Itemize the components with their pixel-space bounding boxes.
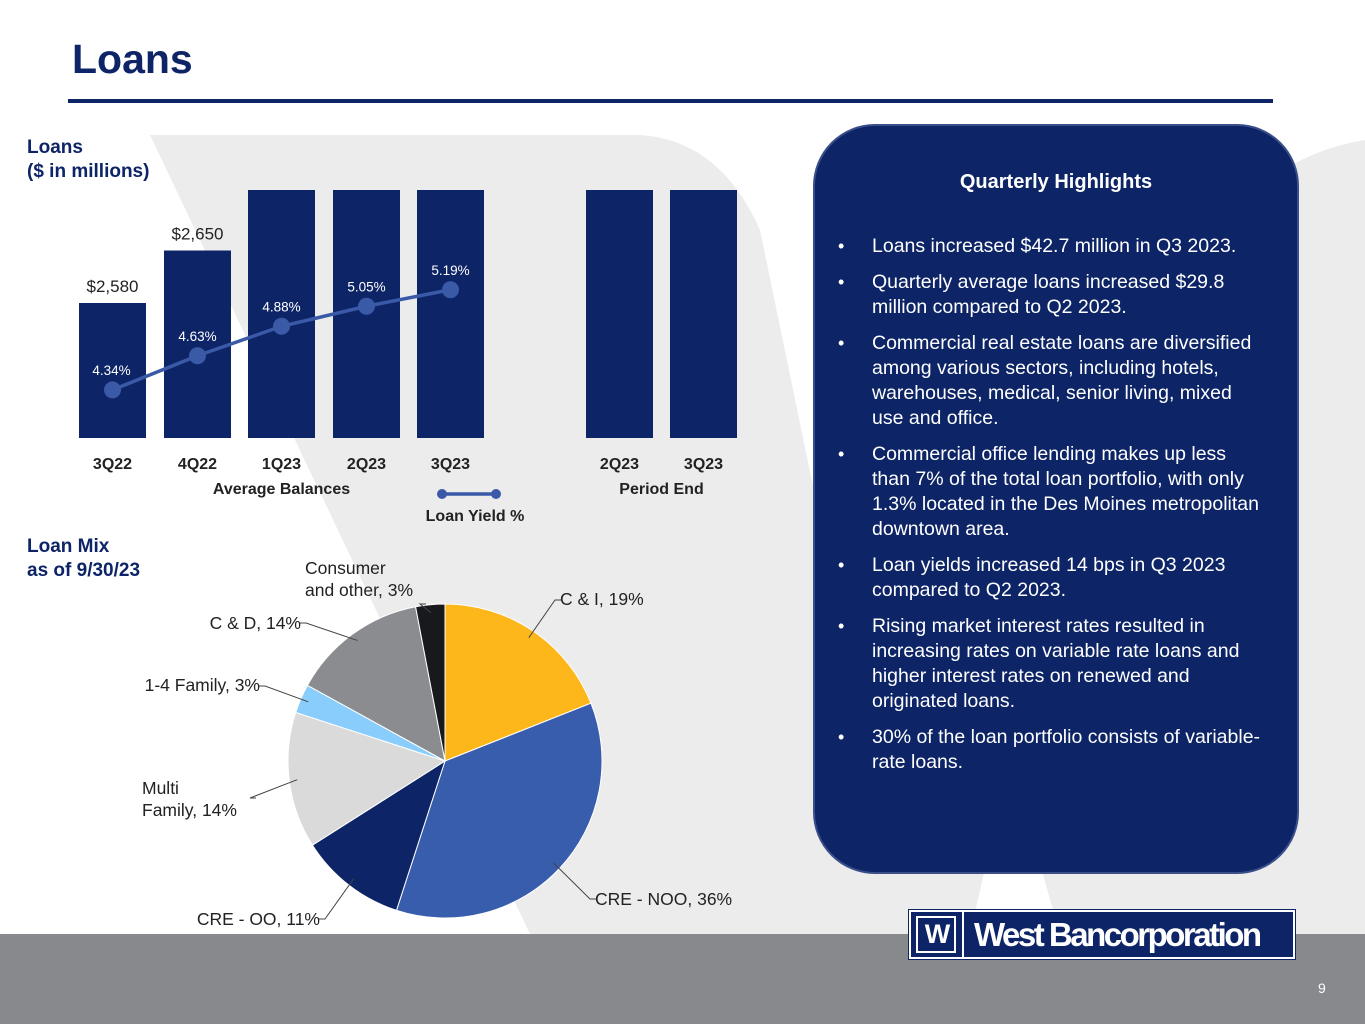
- yield-value-label: 5.19%: [431, 263, 469, 278]
- loans-title-line1: Loans: [27, 137, 83, 158]
- pie-label-line: Multi: [142, 778, 179, 798]
- x-tick-label: 3Q23: [684, 456, 723, 473]
- pie-leader-line: [259, 685, 309, 703]
- pie-slice-label: C & I, 19%: [560, 589, 644, 609]
- pie-slice-label: Consumer and other, 3%: [305, 558, 413, 600]
- loan-mix-title: Loan Mix as of 9/30/23: [27, 535, 140, 583]
- pie-label-line: 1-4 Family, 3%: [145, 675, 260, 695]
- page-title: Loans: [72, 36, 193, 82]
- highlight-item: Commercial office lending makes up less …: [838, 442, 1267, 542]
- pie-label-line: Family, 14%: [142, 800, 237, 820]
- legend-marker: [491, 489, 501, 499]
- bar: [248, 190, 315, 438]
- yield-value-label: 4.34%: [92, 363, 130, 378]
- page-number: 9: [1318, 980, 1326, 996]
- pie-leader-line: [528, 599, 561, 639]
- x-tick-label: 3Q22: [93, 456, 132, 473]
- yield-point: [273, 317, 290, 335]
- pie-slice: [414, 603, 446, 762]
- pie-label-line: Consumer: [305, 558, 386, 578]
- pie-slice: [306, 606, 446, 762]
- x-tick-label: 2Q23: [600, 456, 639, 473]
- group-label: Period End: [619, 481, 703, 498]
- yield-point: [104, 381, 121, 399]
- yield-value-label: 4.88%: [262, 299, 300, 314]
- yield-value-label: 4.63%: [178, 329, 216, 344]
- yield-point: [442, 281, 459, 299]
- yield-point: [189, 347, 206, 365]
- highlight-item: Commercial real estate loans are diversi…: [838, 331, 1267, 431]
- bar-value-label: $2,650: [172, 225, 224, 244]
- bar: [79, 303, 146, 438]
- logo-divider: [962, 912, 964, 957]
- x-tick-label: 4Q22: [178, 456, 217, 473]
- pie-slice-label: C & D, 14%: [210, 613, 301, 633]
- pie-leader-line: [319, 878, 355, 920]
- pie-label-line: C & D, 14%: [210, 613, 301, 633]
- highlight-item: Loans increased $42.7 million in Q3 2023…: [838, 234, 1267, 259]
- bar: [586, 190, 653, 438]
- x-tick-label: 3Q23: [431, 456, 470, 473]
- legend-label: Loan Yield %: [426, 508, 525, 525]
- title-divider: [68, 99, 1273, 103]
- pie-slice-label: Multi Family, 14%: [142, 778, 237, 820]
- pie-slice-label: 1-4 Family, 3%: [145, 675, 260, 695]
- bar: [164, 250, 231, 438]
- pie-leader-line: [418, 603, 432, 614]
- pie-leader-line: [553, 862, 596, 900]
- highlight-item: Rising market interest rates resulted in…: [838, 614, 1267, 714]
- pie-leader-line: [300, 622, 358, 641]
- bar-value-label: $2,580: [87, 277, 139, 296]
- pie-slice-label: CRE - NOO, 36%: [595, 889, 732, 909]
- pie-slice: [287, 711, 447, 846]
- highlight-item: Quarterly average loans increased $29.8 …: [838, 270, 1267, 320]
- legend-marker: [437, 489, 447, 499]
- loan-mix-pie-chart: C & I, 19% CRE - NOO, 36% CRE - OO, 11% Mul…: [142, 558, 732, 929]
- pie-slice-label: CRE - OO, 11%: [197, 909, 320, 929]
- x-tick-label: 2Q23: [347, 456, 386, 473]
- yield-value-label: 5.05%: [347, 279, 385, 294]
- x-tick-label: 1Q23: [262, 456, 301, 473]
- loans-title-line2: ($ in millions): [27, 161, 150, 182]
- highlight-item: Loan yields increased 14 bps in Q3 2023 …: [838, 553, 1267, 603]
- highlights-title: Quarterly Highlights: [959, 171, 1153, 193]
- highlights-list: Loans increased $42.7 million in Q3 2023…: [815, 234, 1297, 775]
- loan-mix-title-line1: Loan Mix: [27, 536, 110, 557]
- logo-mark: W: [916, 916, 956, 953]
- bar: [417, 190, 484, 438]
- loan-mix-title-line2: as of 9/30/23: [27, 560, 141, 581]
- quarterly-highlights-panel: Quarterly Highlights Loans increased $42…: [813, 124, 1299, 874]
- bar: [670, 190, 737, 438]
- logo-text: West Bancorporation: [974, 915, 1262, 953]
- loans-chart-title: Loans ($ in millions): [27, 136, 149, 184]
- pie-label-line: CRE - OO, 11%: [197, 909, 320, 929]
- pie-label-line: and other, 3%: [305, 580, 413, 600]
- west-bancorporation-logo: W West Bancorporation: [908, 909, 1296, 960]
- pie-label-line: CRE - NOO, 36%: [595, 889, 732, 909]
- pie-label-line: C & I, 19%: [560, 589, 644, 609]
- highlight-item: 30% of the loan portfolio consists of va…: [838, 725, 1267, 775]
- loans-bar-chart: $2,5803Q22$2,6504Q22$2,7451Q23$2,7832Q23…: [79, 190, 737, 525]
- yield-point: [358, 297, 375, 315]
- pie-leader-line: [249, 779, 298, 799]
- group-label: Average Balances: [213, 481, 350, 498]
